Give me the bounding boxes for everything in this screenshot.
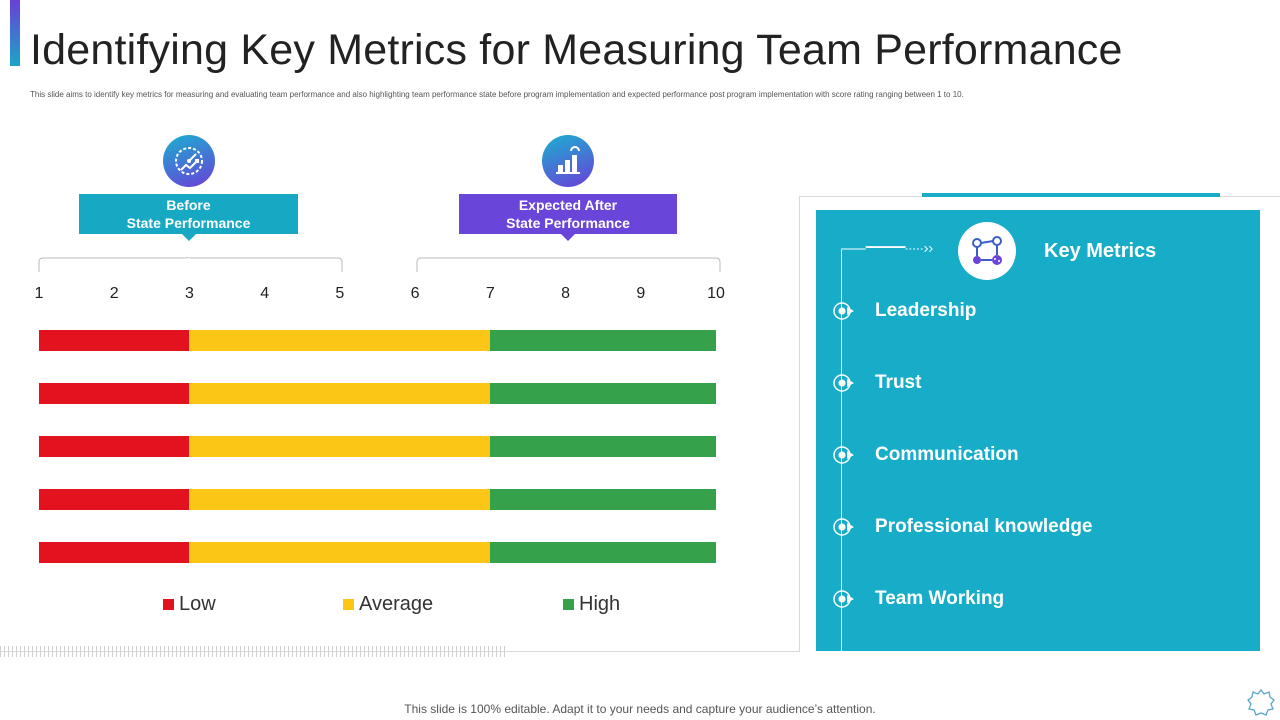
- page-subtitle: This slide aims to identify key metrics …: [30, 90, 964, 99]
- legend-average-swatch: [343, 599, 354, 610]
- metric-label: Communication: [875, 444, 1019, 465]
- bullet-arrow-icon: [833, 446, 854, 464]
- rating-bar-row: [39, 542, 716, 563]
- metric-label: Trust: [875, 372, 922, 393]
- after-range-bracket: [416, 257, 721, 272]
- scale-number: 8: [561, 285, 570, 302]
- low-segment: [39, 542, 190, 563]
- legend-low: Low: [163, 593, 216, 616]
- metric-item: Communication: [832, 444, 1019, 466]
- metric-label: Team Working: [875, 588, 1005, 609]
- before-state-label: Before State Performance: [79, 194, 298, 241]
- after-state-line1: Expected After: [518, 197, 618, 213]
- scale-number: 5: [335, 285, 345, 302]
- scale-number: 4: [260, 285, 270, 302]
- legend-average: Average: [343, 593, 433, 616]
- page-title: Identifying Key Metrics for Measuring Te…: [30, 26, 1123, 74]
- title-accent-bar: [10, 0, 20, 66]
- high-segment: [490, 383, 716, 404]
- rating-bar-row: [39, 383, 716, 404]
- high-segment: [490, 489, 716, 510]
- after-state-line2: State Performance: [506, 215, 630, 231]
- panel-accent-line: [922, 193, 1220, 197]
- average-segment: [189, 383, 491, 404]
- bullet-arrow-icon: [833, 374, 854, 392]
- frame-line-left: [799, 196, 800, 651]
- frame-line-bottom: [0, 651, 800, 652]
- scale-number: 6: [410, 285, 420, 302]
- metric-item: Team Working: [832, 588, 1004, 610]
- before-state-line2: State Performance: [126, 215, 251, 231]
- bullet-arrow-icon: [833, 518, 854, 536]
- metric-item: Professional knowledge: [832, 516, 1093, 538]
- scale-number: 2: [109, 285, 119, 302]
- key-metrics-title: Key Metrics: [1044, 240, 1157, 262]
- low-segment: [39, 330, 190, 351]
- high-segment: [490, 330, 716, 351]
- average-segment: [189, 542, 491, 563]
- gear-icon: [1247, 688, 1275, 716]
- rating-bar-row: [39, 330, 716, 351]
- bullet-arrow-icon: [833, 302, 854, 320]
- metric-item: Trust: [832, 372, 921, 394]
- key-metrics-panel: [816, 210, 1260, 651]
- metric-item: Leadership: [832, 300, 976, 322]
- high-segment: [490, 436, 716, 457]
- after-state-label: Expected After State Performance: [459, 194, 677, 241]
- low-segment: [39, 383, 190, 404]
- rating-bar-row: [39, 489, 716, 510]
- bullet-arrow-icon: [833, 590, 854, 608]
- network-icon: [958, 222, 1016, 280]
- footer-note: This slide is 100% editable. Adapt it to…: [404, 702, 876, 716]
- rating-bar-row: [39, 436, 716, 457]
- metric-label: Leadership: [875, 300, 977, 321]
- legend-high-swatch: [563, 599, 574, 610]
- average-segment: [189, 489, 491, 510]
- metric-label: Professional knowledge: [875, 516, 1093, 537]
- scale-number: 9: [636, 285, 646, 302]
- legend-high-label: High: [579, 593, 621, 615]
- scale-number: 1: [34, 285, 44, 302]
- scale-number: 3: [184, 285, 194, 302]
- before-range-bracket: [38, 257, 343, 272]
- scale-number: 7: [485, 285, 495, 302]
- average-segment: [189, 330, 491, 351]
- legend-average-label: Average: [359, 593, 434, 615]
- legend-low-label: Low: [179, 593, 216, 615]
- metrics-timeline: [841, 250, 842, 651]
- low-segment: [39, 436, 190, 457]
- low-segment: [39, 489, 190, 510]
- before-state-line1: Before: [166, 197, 211, 213]
- scale-number: 10: [707, 285, 725, 302]
- high-segment: [490, 542, 716, 563]
- bar-chart-icon: [542, 135, 594, 187]
- arrow-connector: [841, 246, 933, 252]
- average-segment: [189, 436, 491, 457]
- legend-high: High: [563, 593, 620, 616]
- speedometer-icon: [163, 135, 215, 187]
- legend-low-swatch: [163, 599, 174, 610]
